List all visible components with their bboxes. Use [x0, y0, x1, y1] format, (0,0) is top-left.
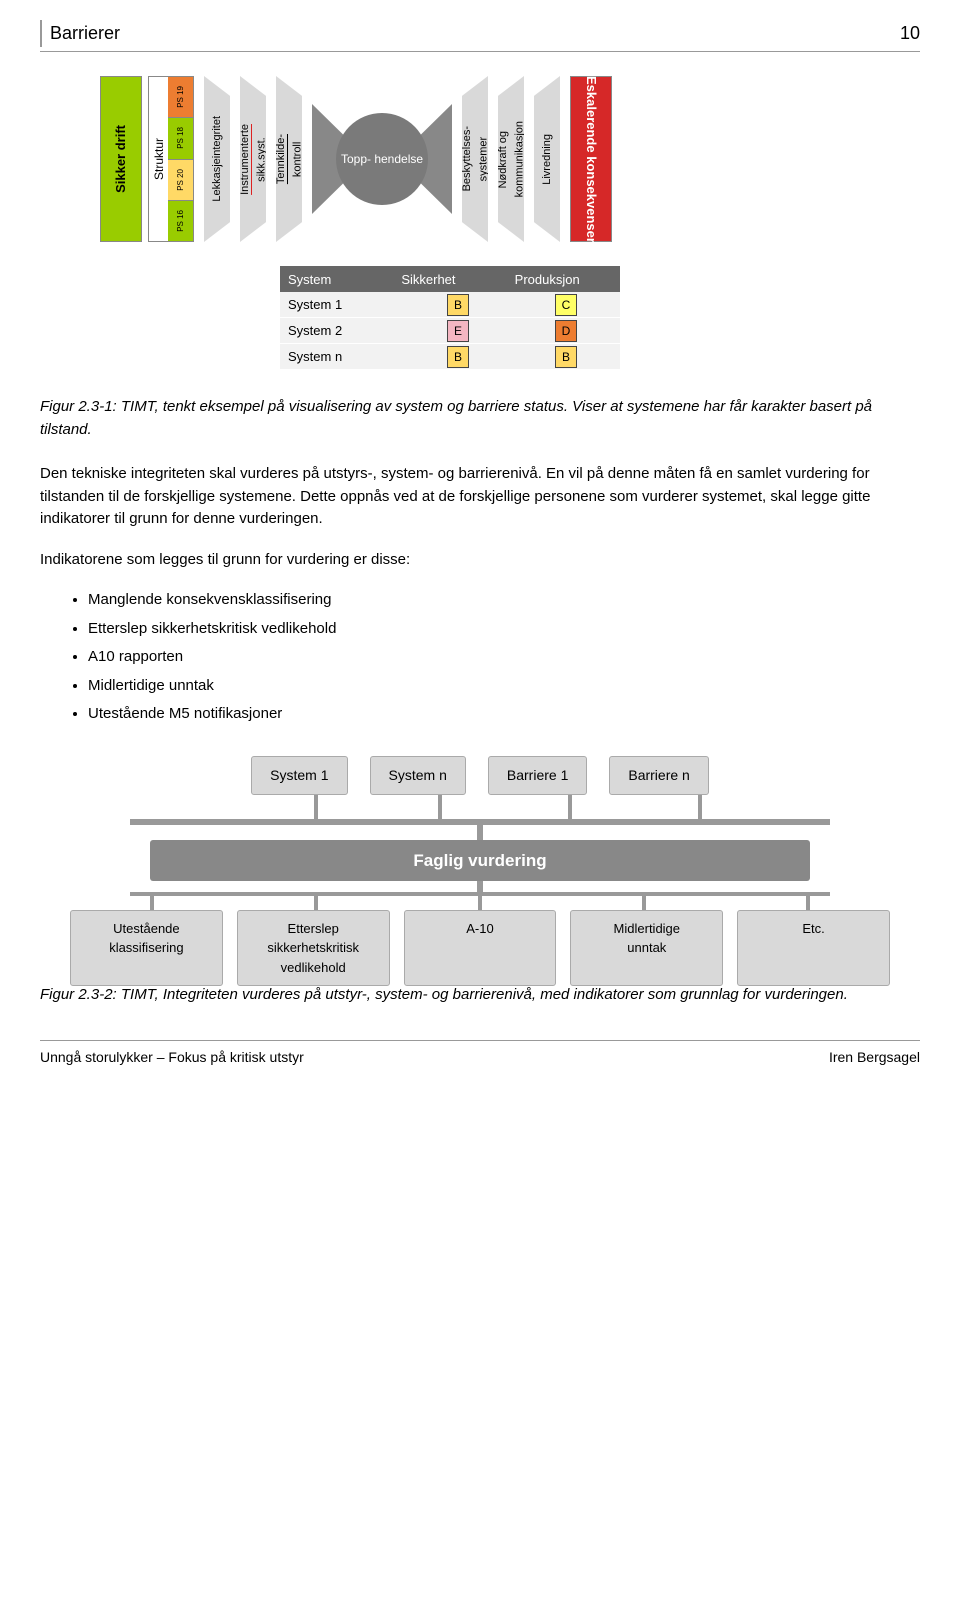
page-footer: Unngå storulykker – Fokus på kritisk uts…: [40, 1047, 920, 1068]
barrier-right-0: Beskyttelses- systemer: [462, 76, 488, 242]
struktur-cell: PS 18: [168, 117, 193, 158]
th-sikkerhet: Sikkerhet: [393, 266, 506, 292]
struktur-label-col: Struktur: [149, 77, 168, 241]
fig2-top-box: System n: [370, 756, 466, 795]
table-row: System nBB: [280, 344, 620, 370]
fig2-bottom-row: Utestående klassifiseringEtterslep sikke…: [70, 910, 890, 987]
barrier-left-1-label: Instrumenterte sikk.syst.: [237, 124, 270, 195]
page-header: Barrierer 10: [40, 20, 920, 47]
top-event-circle: Topp- hendelse: [336, 113, 428, 205]
right-end-block: Eskalerende konsekvenser: [570, 76, 612, 242]
barrier-left-2-label: Tennkilde- kontroll: [273, 134, 306, 184]
fig1-table-head: System Sikkerhet Produksjon: [280, 266, 620, 292]
list-item: A10 rapporten: [88, 646, 920, 669]
bowtie-row: Sikker drift Struktur PS 19PS 18PS 20PS …: [100, 76, 860, 256]
fig2-top-box: Barriere 1: [488, 756, 587, 795]
fig2-bottom-box: Etc.: [737, 910, 890, 987]
row-name: System 2: [280, 321, 404, 341]
figure2-caption: Figur 2.3-2: TIMT, Integriteten vurderes…: [40, 984, 920, 1007]
list-item: Utestående M5 notifikasjoner: [88, 703, 920, 726]
header-title: Barrierer: [50, 20, 120, 47]
row-sik: B: [404, 346, 512, 368]
paragraph-2: Indikatorene som legges til grunn for vu…: [40, 549, 920, 572]
fig2-mid-box: Faglig vurdering: [150, 840, 810, 882]
row-prod: D: [512, 320, 620, 342]
th-system: System: [280, 266, 393, 292]
struktur-cell: PS 20: [168, 159, 193, 200]
struktur-cell: PS 19: [168, 77, 193, 117]
indicator-list: Manglende konsekvensklassifisering Etters…: [88, 589, 920, 726]
row-sik: B: [404, 294, 512, 316]
barrier-left-2: Tennkilde- kontroll: [276, 76, 302, 242]
fig2-bottom-box: Midlertidige unntak: [570, 910, 723, 987]
list-item: Etterslep sikkerhetskritisk vedlikehold: [88, 618, 920, 641]
list-item: Manglende konsekvensklassifisering: [88, 589, 920, 612]
barrier-left-0-label: Lekkasjeintegritet: [209, 116, 226, 202]
fig2-top-box: System 1: [251, 756, 347, 795]
table-row: System 1BC: [280, 292, 620, 318]
fig2-bottom-box: Etterslep sikkerhetskritisk vedlikehold: [237, 910, 390, 987]
figure-bowtie: Sikker drift Struktur PS 19PS 18PS 20PS …: [100, 76, 860, 376]
struktur-label: Struktur: [150, 138, 168, 180]
row-sik: E: [404, 320, 512, 342]
footer-right: Iren Bergsagel: [829, 1047, 920, 1068]
barrier-right-2-label: Livredning: [539, 134, 556, 185]
row-prod: B: [512, 346, 620, 368]
header-rule: [40, 51, 920, 52]
left-end-label: Sikker drift: [111, 125, 131, 193]
struktur-cells: PS 19PS 18PS 20PS 16: [168, 77, 193, 241]
barrier-right-1: Nødkraft og kommunikasjon: [498, 76, 524, 242]
list-item: Midlertidige unntak: [88, 675, 920, 698]
fig2-top-box: Barriere n: [609, 756, 708, 795]
struktur-stack: Struktur PS 19PS 18PS 20PS 16: [148, 76, 194, 242]
row-prod: C: [512, 294, 620, 316]
left-end-block: Sikker drift: [100, 76, 142, 242]
fig1-table: System Sikkerhet Produksjon System 1BCSy…: [280, 266, 620, 370]
struktur-cell: PS 16: [168, 200, 193, 241]
barrier-left-0: Lekkasjeintegritet: [204, 76, 230, 242]
barrier-right-0-label: Beskyttelses- systemer: [459, 126, 492, 191]
right-end-label: Eskalerende konsekvenser: [581, 76, 601, 243]
header-page-number: 10: [900, 20, 920, 47]
row-name: System n: [280, 347, 404, 367]
figure1-caption: Figur 2.3-1: TIMT, tenkt eksempel på vis…: [40, 396, 920, 441]
footer-rule: [40, 1040, 920, 1041]
barrier-right-2: Livredning: [534, 76, 560, 242]
fig2-bottom-box: Utestående klassifisering: [70, 910, 223, 987]
fig2-bottom-box: A-10: [404, 910, 557, 987]
top-event-label: Topp- hendelse: [341, 150, 423, 168]
barrier-right-1-label: Nødkraft og kommunikasjon: [495, 121, 528, 197]
figure-vurdering: System 1 System n Barriere 1 Barriere n Fag…: [70, 750, 890, 970]
center-block: Topp- hendelse: [312, 76, 452, 242]
fig2-top-row: System 1 System n Barriere 1 Barriere n: [70, 756, 890, 795]
paragraph-1: Den tekniske integriteten skal vurderes …: [40, 463, 920, 531]
barrier-left-1: Instrumenterte sikk.syst.: [240, 76, 266, 242]
row-name: System 1: [280, 295, 404, 315]
table-row: System 2ED: [280, 318, 620, 344]
fig1-table-body: System 1BCSystem 2EDSystem nBB: [280, 292, 620, 370]
th-produksjon: Produksjon: [507, 266, 620, 292]
footer-left: Unngå storulykker – Fokus på kritisk uts…: [40, 1047, 304, 1068]
